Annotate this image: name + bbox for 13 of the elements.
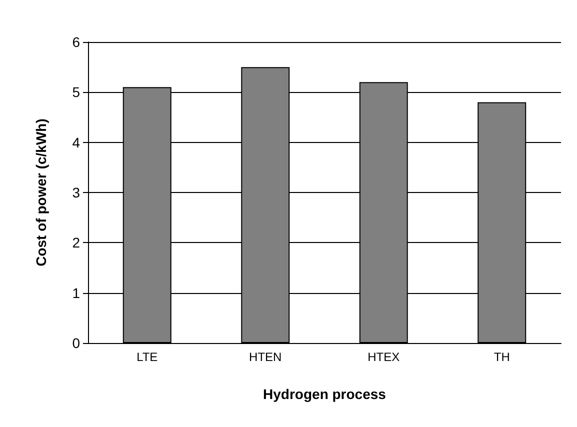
y-axis-title: Cost of power (c/kWh) [33,118,49,266]
x-tick-label: HTEN [249,350,282,364]
x-tick-label: LTE [136,350,158,364]
y-tick-label: 1 [72,284,80,301]
x-axis-title: Hydrogen process [263,386,386,402]
y-tick-label: 5 [72,84,80,100]
x-tick-label: HTEX [368,350,400,364]
y-tick-label: 2 [72,234,80,251]
y-tick-label: 0 [72,335,80,351]
y-tick-label: 3 [72,184,80,200]
y-tick-label: 4 [72,134,80,150]
x-tick-label: TH [494,350,510,364]
y-tick-label: 6 [72,34,80,50]
